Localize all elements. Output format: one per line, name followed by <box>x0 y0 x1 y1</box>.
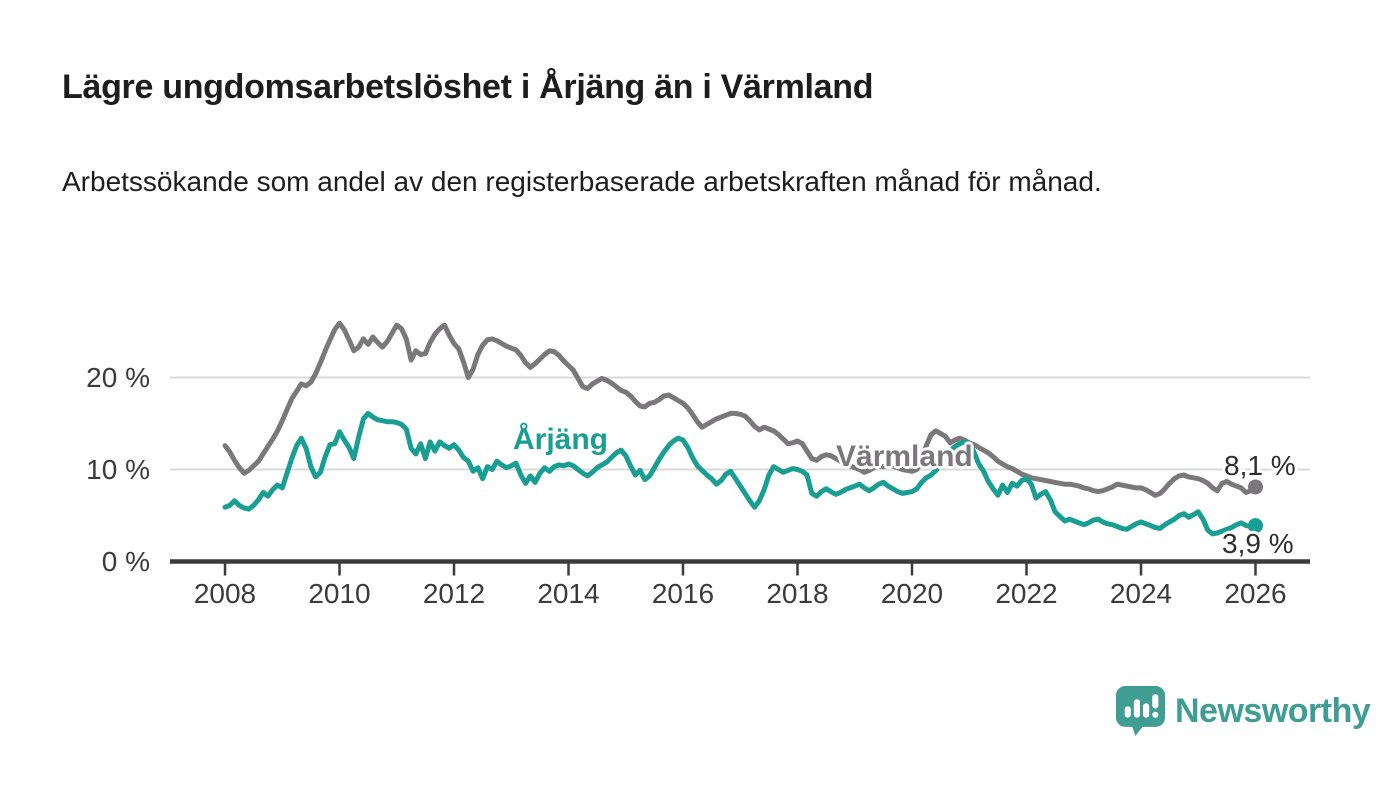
y-axis-label-0: 0 % <box>101 546 150 577</box>
x-axis-label-2014: 2014 <box>537 578 600 609</box>
x-axis-label-2018: 2018 <box>766 578 829 609</box>
x-axis-label-2008: 2008 <box>193 578 257 609</box>
x-axis-label-2022: 2022 <box>995 578 1058 609</box>
end-dot-värmland <box>1248 479 1263 495</box>
x-axis-label-2020: 2020 <box>880 578 944 609</box>
x-axis-label-2016: 2016 <box>651 578 715 609</box>
y-axis-label-20: 20 % <box>86 362 150 393</box>
end-value-label-varmland: 8,1 % <box>1224 450 1296 481</box>
chart-title: Lägre ungdomsarbetslöshet i Årjäng än i … <box>62 68 874 106</box>
end-dot-årjäng <box>1248 518 1263 534</box>
end-value-label-arjang: 3,9 % <box>1222 528 1294 559</box>
brand-footer: Newsworthy <box>1116 686 1371 736</box>
y-axis-label-10: 10 % <box>86 454 150 485</box>
brand-name: Newsworthy <box>1175 691 1371 730</box>
x-axis-label-2010: 2010 <box>308 578 371 609</box>
chart-subtitle: Arbetssökande som andel av den registerb… <box>62 166 1102 197</box>
series-label-varmland: Värmland <box>836 440 973 473</box>
line-årjäng <box>222 410 1258 537</box>
newsworthy-logo-icon <box>1116 686 1165 736</box>
line-värmland <box>222 320 1258 498</box>
x-axis-label-2026: 2026 <box>1224 578 1287 609</box>
x-axis-label-2012: 2012 <box>422 578 486 609</box>
series-label-arjang: Årjäng <box>513 423 609 456</box>
x-axis-label-2024: 2024 <box>1109 578 1173 609</box>
